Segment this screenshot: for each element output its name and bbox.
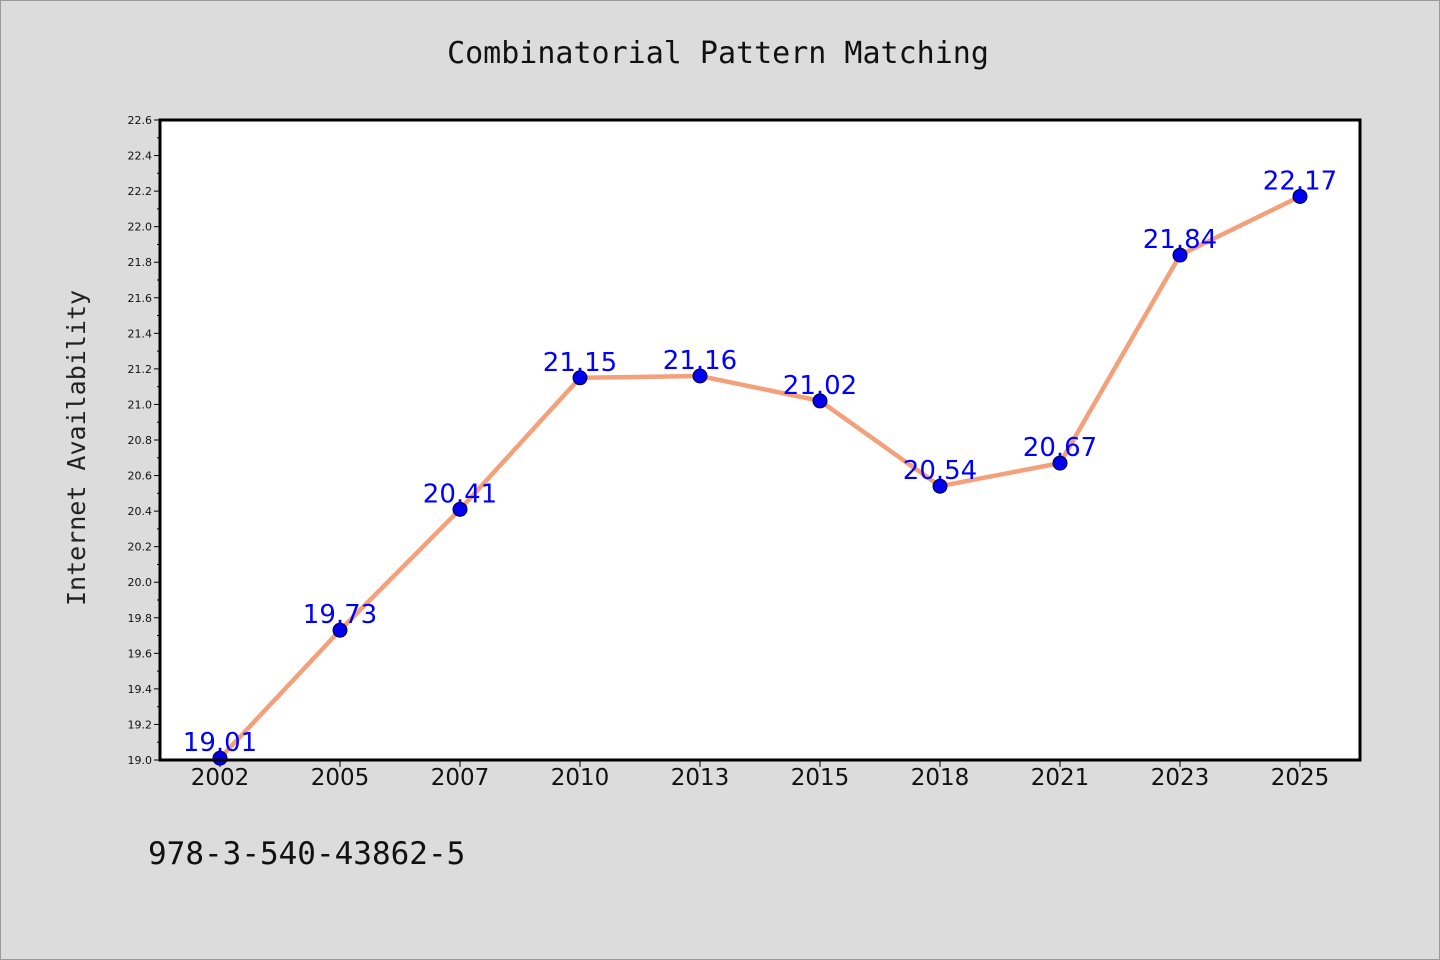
data-label: 22.17 xyxy=(1263,166,1337,196)
y-tick-label: 20.4 xyxy=(128,505,153,518)
series-line xyxy=(217,194,1303,761)
y-tick-label: 22.4 xyxy=(128,150,153,163)
data-label: 19.01 xyxy=(183,728,257,758)
data-point xyxy=(572,370,588,386)
y-tick-label: 22.0 xyxy=(128,221,153,234)
chart-title: Combinatorial Pattern Matching xyxy=(447,36,989,71)
data-label: 21.02 xyxy=(783,371,857,401)
x-tick-label: 2015 xyxy=(791,765,850,791)
footer-isbn: 978-3-540-43862-5 xyxy=(148,836,465,872)
data-label: 21.16 xyxy=(663,346,737,376)
data-label: 20.54 xyxy=(903,456,977,486)
y-tick-label: 21.6 xyxy=(128,292,153,305)
y-tick-label: 21.8 xyxy=(128,256,153,269)
y-tick-label: 19.6 xyxy=(128,647,153,660)
y-tick-label: 19.8 xyxy=(128,612,153,625)
data-point xyxy=(812,393,828,409)
y-tick-label: 22.2 xyxy=(128,185,153,198)
x-tick-label: 2023 xyxy=(1151,765,1210,791)
data-label: 21.84 xyxy=(1143,225,1217,255)
x-tick-label: 2013 xyxy=(671,765,730,791)
data-label: 21.15 xyxy=(543,348,617,378)
y-tick-label: 21.0 xyxy=(128,398,153,411)
y-tick-label: 19.0 xyxy=(128,754,153,767)
data-label: 20.41 xyxy=(423,479,497,509)
y-tick-label: 21.2 xyxy=(128,363,153,376)
y-tick-label: 19.2 xyxy=(128,718,153,731)
series-layer: 19.01 19.73 20.41 21.15 21.16 21.02 20.54 20.67… xyxy=(183,166,1337,766)
data-label: 19.73 xyxy=(303,600,377,630)
data-point xyxy=(932,478,948,494)
x-tick-label: 2002 xyxy=(191,765,250,791)
y-tick-label: 21.4 xyxy=(128,327,153,340)
x-tick-label: 2005 xyxy=(311,765,370,791)
data-point xyxy=(452,501,468,517)
x-axis-ticks: 2002 2005 2007 2010 2013 2015 2018 2021 2023 2025 xyxy=(191,760,1330,791)
plot-border xyxy=(158,118,1362,762)
y-tick-label: 19.4 xyxy=(128,683,153,696)
y-tick-label: 20.6 xyxy=(128,470,153,483)
data-point xyxy=(1292,188,1308,204)
y-tick-label: 20.2 xyxy=(128,541,153,554)
y-tick-label: 22.6 xyxy=(128,114,153,127)
x-tick-label: 2018 xyxy=(911,765,970,791)
x-tick-label: 2010 xyxy=(551,765,610,791)
y-axis-ticks: 19.0 19.2 19.4 19.6 19.8 20.0 20.2 20.4 20.6 20.8… xyxy=(128,114,160,767)
x-tick-label: 2021 xyxy=(1031,765,1090,791)
y-axis-label: Internet Availability xyxy=(62,290,91,606)
data-point xyxy=(332,622,348,638)
x-tick-label: 2025 xyxy=(1271,765,1330,791)
data-label: 20.67 xyxy=(1023,433,1097,463)
y-tick-label: 20.0 xyxy=(128,576,153,589)
plot-area xyxy=(160,120,1360,760)
data-point xyxy=(1052,455,1068,471)
data-point xyxy=(212,750,228,766)
y-tick-label: 20.8 xyxy=(128,434,153,447)
data-point xyxy=(1172,247,1188,263)
x-tick-label: 2007 xyxy=(431,765,490,791)
data-point xyxy=(692,368,708,384)
